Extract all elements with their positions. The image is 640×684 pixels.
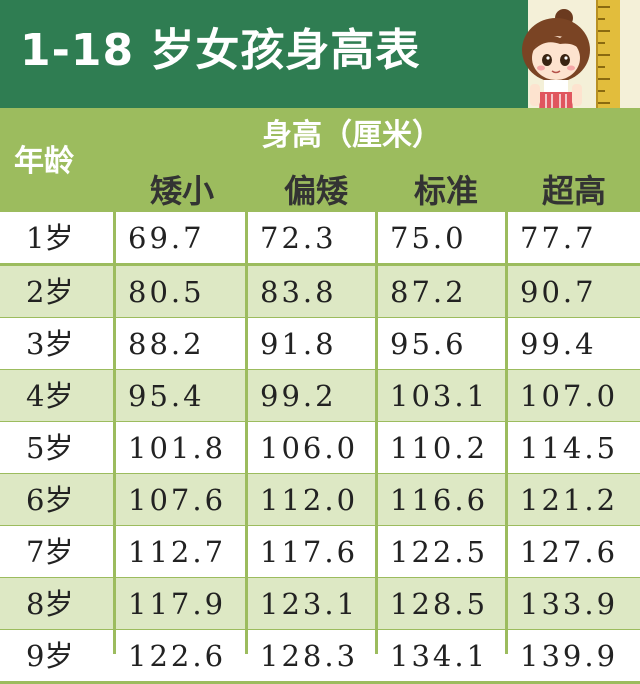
ruler-tick [598,54,610,56]
age-cell: 7岁 [26,535,74,569]
height-table: 1岁 69.7 72.3 75.0 77.7 2岁 80.5 83.8 87.2 90.7 3岁 88… [0,212,640,684]
height-value-cell: 123.1 [260,587,359,621]
table-header [0,108,640,212]
table-row: 4岁 95.4 99.2 103.1 107.0 [0,370,640,422]
height-value-cell: 117.6 [260,535,359,569]
height-value-cell: 87.2 [390,275,467,309]
height-value-cell: 134.1 [390,639,489,673]
age-cell: 3岁 [26,327,74,361]
height-value-cell: 112.0 [260,483,359,517]
height-value-cell: 95.4 [128,379,205,413]
height-value-cell: 128.3 [260,639,359,673]
row-divider [0,263,640,266]
column-divider [245,212,248,654]
table-row: 1岁 69.7 72.3 75.0 77.7 [0,212,640,264]
ruler-tick [598,102,610,104]
height-value-cell: 107.0 [520,379,619,413]
column-header-tall: 超高 [541,172,606,210]
table-row: 8岁 117.9 123.1 128.5 133.9 [0,578,640,630]
table-row: 3岁 88.2 91.8 95.6 99.4 [0,318,640,370]
ruler-tick [598,6,610,8]
height-value-cell: 116.6 [390,483,489,517]
height-group-header: 身高（厘米） [262,118,442,153]
height-value-cell: 114.5 [520,431,619,465]
height-value-cell: 139.9 [520,639,619,673]
age-cell: 9岁 [26,639,74,673]
height-value-cell: 80.5 [128,275,205,309]
height-value-cell: 91.8 [260,327,337,361]
height-value-cell: 77.7 [520,221,597,255]
column-divider [505,212,508,654]
table-row: 6岁 107.6 112.0 116.6 121.2 [0,474,640,526]
height-value-cell: 122.5 [390,535,489,569]
column-header-standard: 标准 [413,172,478,210]
ruler-tick [598,66,605,68]
height-value-cell: 133.9 [520,587,619,621]
page-title: 1-18 岁女孩身高表 [20,25,421,76]
age-cell: 8岁 [26,587,74,621]
height-value-cell: 99.2 [260,379,337,413]
age-column-header: 年龄 [14,144,74,179]
height-value-cell: 122.6 [128,639,227,673]
column-divider [113,212,116,654]
height-value-cell: 75.0 [390,221,467,255]
column-header-short: 矮小 [149,172,214,210]
ruler-tick [598,18,605,20]
ruler-tick [598,30,610,32]
table-row: 9岁 122.6 128.3 134.1 139.9 [0,630,640,682]
table-row: 2岁 80.5 83.8 87.2 90.7 [0,266,640,318]
height-value-cell: 112.7 [128,535,227,569]
height-value-cell: 110.2 [390,431,489,465]
height-value-cell: 106.0 [260,431,359,465]
height-value-cell: 128.5 [390,587,489,621]
height-value-cell: 88.2 [128,327,205,361]
height-value-cell: 69.7 [128,221,205,255]
height-value-cell: 117.9 [128,587,227,621]
ruler-tick [598,78,610,80]
height-value-cell: 90.7 [520,275,597,309]
height-value-cell: 107.6 [128,483,227,517]
age-cell: 2岁 [26,275,74,309]
table-row: 7岁 112.7 117.6 122.5 127.6 [0,526,640,578]
column-divider [375,212,378,654]
height-value-cell: 101.8 [128,431,227,465]
age-cell: 1岁 [26,221,74,255]
age-cell: 5岁 [26,431,74,465]
height-value-cell: 127.6 [520,535,619,569]
height-value-cell: 95.6 [390,327,467,361]
age-cell: 6岁 [26,483,74,517]
ruler-tick [598,42,605,44]
age-cell: 4岁 [26,379,74,413]
height-value-cell: 121.2 [520,483,619,517]
height-value-cell: 72.3 [260,221,337,255]
column-header-below-average: 偏矮 [283,172,348,210]
table-row: 5岁 101.8 106.0 110.2 114.5 [0,422,640,474]
ruler-tick [598,90,605,92]
height-value-cell: 99.4 [520,327,597,361]
height-value-cell: 83.8 [260,275,337,309]
height-value-cell: 103.1 [390,379,489,413]
